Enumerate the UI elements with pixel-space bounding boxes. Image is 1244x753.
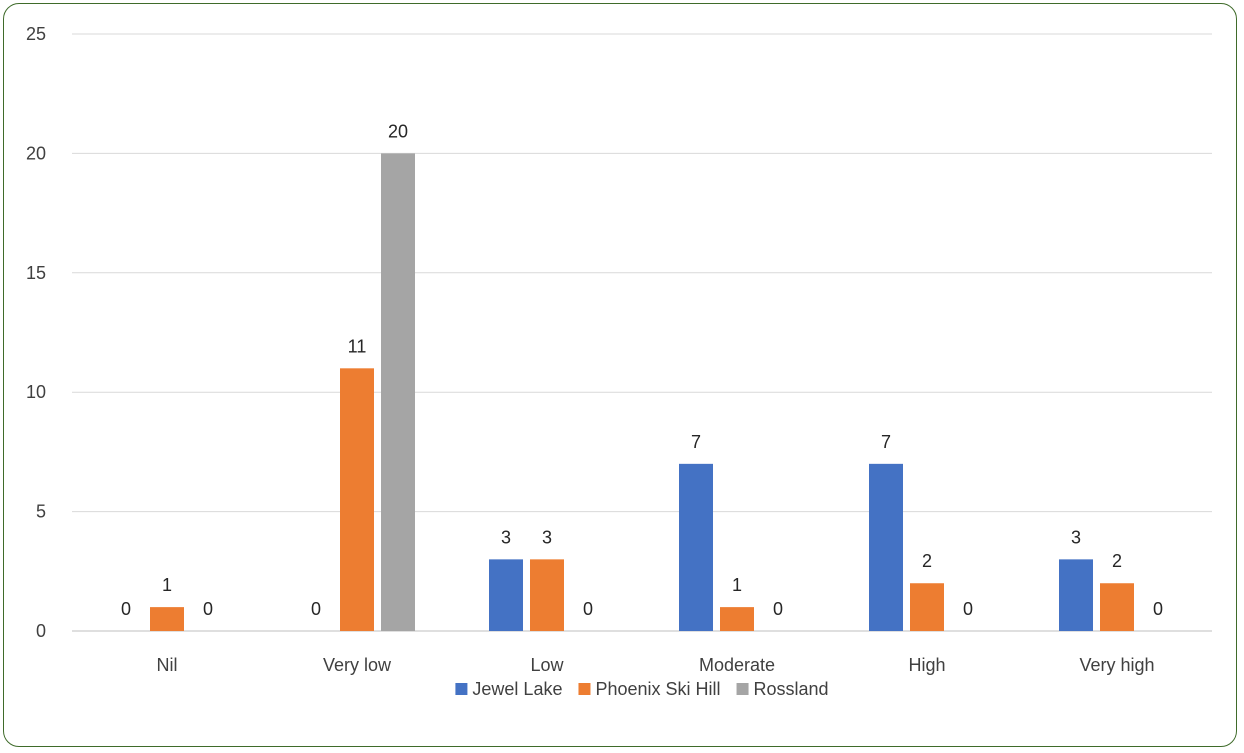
data-label: 0 bbox=[311, 599, 321, 619]
data-label: 2 bbox=[1112, 551, 1122, 571]
legend-label: Rossland bbox=[754, 679, 829, 699]
data-label: 3 bbox=[501, 527, 511, 547]
x-category-label: Very low bbox=[323, 655, 392, 675]
x-axis-categories: Nil Very low Low Moderate High Very high bbox=[157, 655, 1155, 675]
data-label: 0 bbox=[963, 599, 973, 619]
x-category-label: Nil bbox=[157, 655, 178, 675]
data-label: 0 bbox=[583, 599, 593, 619]
x-category-label: High bbox=[908, 655, 945, 675]
gridlines bbox=[72, 33, 1212, 632]
y-tick-label: 25 bbox=[26, 24, 46, 44]
data-label: 20 bbox=[388, 121, 408, 141]
y-tick-label: 0 bbox=[36, 621, 46, 641]
bar-jewel-lake bbox=[489, 559, 523, 631]
chart-frame bbox=[3, 3, 1237, 747]
data-label: 1 bbox=[162, 575, 172, 595]
data-label: 0 bbox=[203, 599, 213, 619]
legend-label: Phoenix Ski Hill bbox=[595, 679, 720, 699]
data-label: 7 bbox=[881, 432, 891, 452]
data-label: 11 bbox=[348, 336, 367, 356]
legend-label: Jewel Lake bbox=[472, 679, 562, 699]
bar-jewel-lake bbox=[679, 463, 713, 631]
bar-phoenix-ski-hill bbox=[1100, 583, 1134, 631]
y-tick-label: 5 bbox=[36, 502, 46, 522]
x-category-label: Very high bbox=[1079, 655, 1154, 675]
legend-swatch bbox=[578, 683, 591, 695]
x-category-label: Low bbox=[530, 655, 564, 675]
data-label: 0 bbox=[1153, 599, 1163, 619]
bar-phoenix-ski-hill bbox=[910, 583, 944, 631]
y-axis-ticks: 0 5 10 15 20 25 bbox=[26, 24, 46, 641]
legend-swatch bbox=[736, 683, 749, 695]
y-tick-label: 15 bbox=[26, 263, 46, 283]
bar-phoenix-ski-hill bbox=[530, 559, 564, 631]
data-label: 3 bbox=[1071, 527, 1081, 547]
y-tick-label: 20 bbox=[26, 143, 46, 163]
bar-jewel-lake bbox=[1059, 559, 1093, 631]
bar-jewel-lake bbox=[869, 463, 903, 631]
data-label: 0 bbox=[773, 599, 783, 619]
data-label: 1 bbox=[732, 575, 742, 595]
y-tick-label: 10 bbox=[26, 382, 46, 402]
data-label: 3 bbox=[542, 527, 552, 547]
legend-swatch bbox=[455, 683, 468, 695]
bar-rossland bbox=[381, 153, 415, 631]
bar-phoenix-ski-hill bbox=[340, 368, 374, 631]
x-category-label: Moderate bbox=[699, 655, 775, 675]
legend: Jewel Lake Phoenix Ski Hill Rossland bbox=[455, 679, 829, 699]
bar-phoenix-ski-hill bbox=[720, 607, 754, 631]
data-label: 2 bbox=[922, 551, 932, 571]
bar-phoenix-ski-hill bbox=[150, 607, 184, 631]
data-label: 7 bbox=[691, 432, 701, 452]
bar-series bbox=[150, 153, 1134, 631]
data-label: 0 bbox=[121, 599, 131, 619]
